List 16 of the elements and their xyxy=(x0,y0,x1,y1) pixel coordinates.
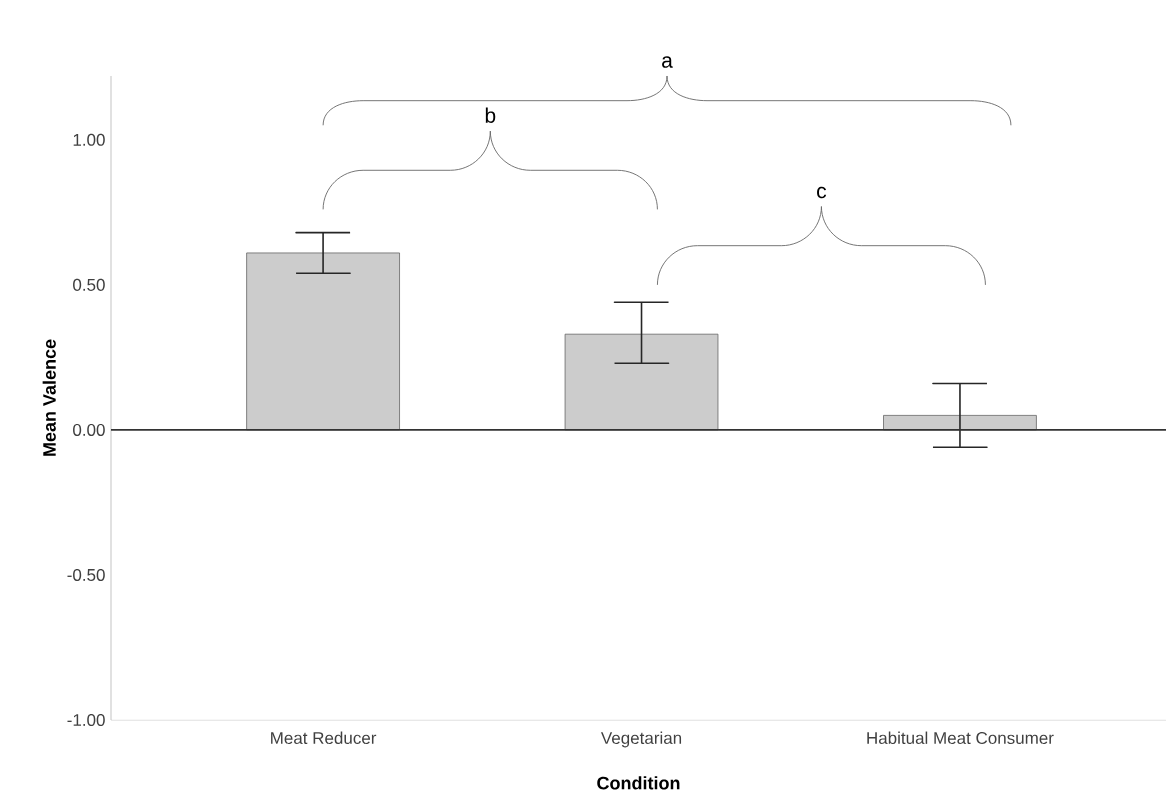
annotation: c xyxy=(817,186,827,199)
text: a xyxy=(662,56,673,68)
y-tick-label: 0.00 xyxy=(73,423,105,436)
bar xyxy=(246,252,400,431)
x-tick-label: Meat Reducer xyxy=(271,731,377,745)
x-tick-label: Habitual Meat Consumer xyxy=(867,731,1054,745)
annotation: b xyxy=(485,107,496,123)
x-axis-title: Condition xyxy=(597,776,680,790)
bar xyxy=(883,415,1037,431)
x-tick-label: Vegetarian xyxy=(600,731,682,748)
y-tick-label: -0.50 xyxy=(67,568,105,581)
y-axis-title: Mean Valence xyxy=(42,339,56,456)
bar xyxy=(564,333,719,431)
y-tick-label: -1.00 xyxy=(67,713,105,727)
y-tick-label: 0.50 xyxy=(73,278,105,291)
y-tick-label: 1.00 xyxy=(73,133,105,146)
